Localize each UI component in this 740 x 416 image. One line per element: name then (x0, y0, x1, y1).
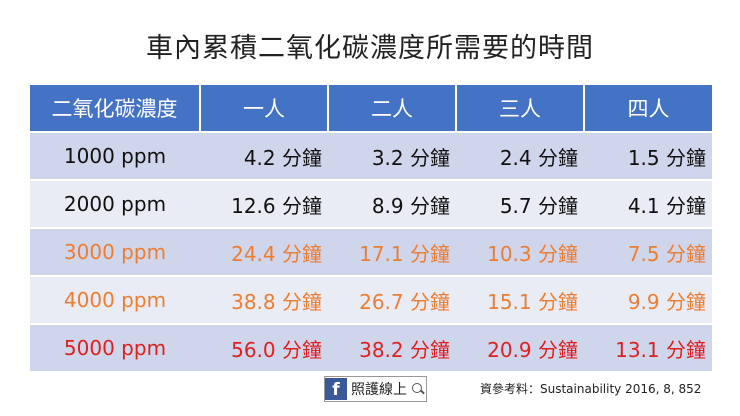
table-cell: 26.7 分鐘 (328, 275, 456, 324)
row-label: 1000 ppm (30, 131, 200, 180)
table-row-5000ppm: 5000 ppm 56.0 分鐘 38.2 分鐘 20.9 分鐘 13.1 分鐘 (30, 323, 712, 371)
table-cell: 15.1 分鐘 (456, 275, 584, 324)
co2-time-table: 二氧化碳濃度 一人 二人 三人 四人 1000 ppm 4.2 分鐘 3.2 分… (30, 85, 712, 371)
table-cell: 12.6 分鐘 (200, 179, 328, 228)
table-cell: 9.9 分鐘 (584, 275, 712, 324)
chart-title: 車內累積二氧化碳濃度所需要的時間 (146, 33, 594, 64)
table-cell: 13.1 分鐘 (584, 323, 712, 371)
header-concentration: 二氧化碳濃度 (30, 85, 201, 132)
table-row-4000ppm: 4000 ppm 38.8 分鐘 26.7 分鐘 15.1 分鐘 9.9 分鐘 (30, 275, 712, 324)
header-two-people: 二人 (328, 85, 457, 132)
table-cell: 4.2 分鐘 (200, 131, 328, 180)
table-cell: 38.8 分鐘 (200, 275, 328, 324)
table-cell: 7.5 分鐘 (584, 227, 712, 276)
row-label: 5000 ppm (30, 323, 200, 371)
table-cell: 2.4 分鐘 (456, 131, 584, 180)
row-label: 4000 ppm (30, 275, 200, 324)
source-citation: 資參考料：Sustainability 2016, 8, 852 (480, 382, 702, 396)
table-cell: 56.0 分鐘 (200, 323, 328, 371)
table-cell: 24.4 分鐘 (200, 227, 328, 276)
header-one-person: 一人 (200, 85, 329, 132)
header-four-people: 四人 (584, 85, 712, 132)
table-row-1000ppm: 1000 ppm 4.2 分鐘 3.2 分鐘 2.4 分鐘 1.5 分鐘 (30, 131, 712, 180)
table-cell: 20.9 分鐘 (456, 323, 584, 371)
header-three-people: 三人 (456, 85, 585, 132)
table-cell: 17.1 分鐘 (328, 227, 456, 276)
row-label: 2000 ppm (30, 179, 200, 228)
table-cell: 1.5 分鐘 (584, 131, 712, 180)
table-row-2000ppm: 2000 ppm 12.6 分鐘 8.9 分鐘 5.7 分鐘 4.1 分鐘 (30, 179, 712, 228)
table-cell: 5.7 分鐘 (456, 179, 584, 228)
table-cell: 3.2 分鐘 (328, 131, 456, 180)
row-label: 3000 ppm (30, 227, 200, 276)
table-cell: 4.1 分鐘 (584, 179, 712, 228)
facebook-icon: f (325, 378, 347, 400)
table-cell: 8.9 分鐘 (328, 179, 456, 228)
table-cell: 38.2 分鐘 (328, 323, 456, 371)
brand-search-badge[interactable]: f 照護線上 (324, 376, 427, 402)
table-cell: 10.3 分鐘 (456, 227, 584, 276)
search-icon[interactable] (410, 378, 426, 400)
table-row-3000ppm: 3000 ppm 24.4 分鐘 17.1 分鐘 10.3 分鐘 7.5 分鐘 (30, 227, 712, 276)
table-header-row: 二氧化碳濃度 一人 二人 三人 四人 (30, 85, 712, 132)
brand-name: 照護線上 (351, 382, 407, 398)
